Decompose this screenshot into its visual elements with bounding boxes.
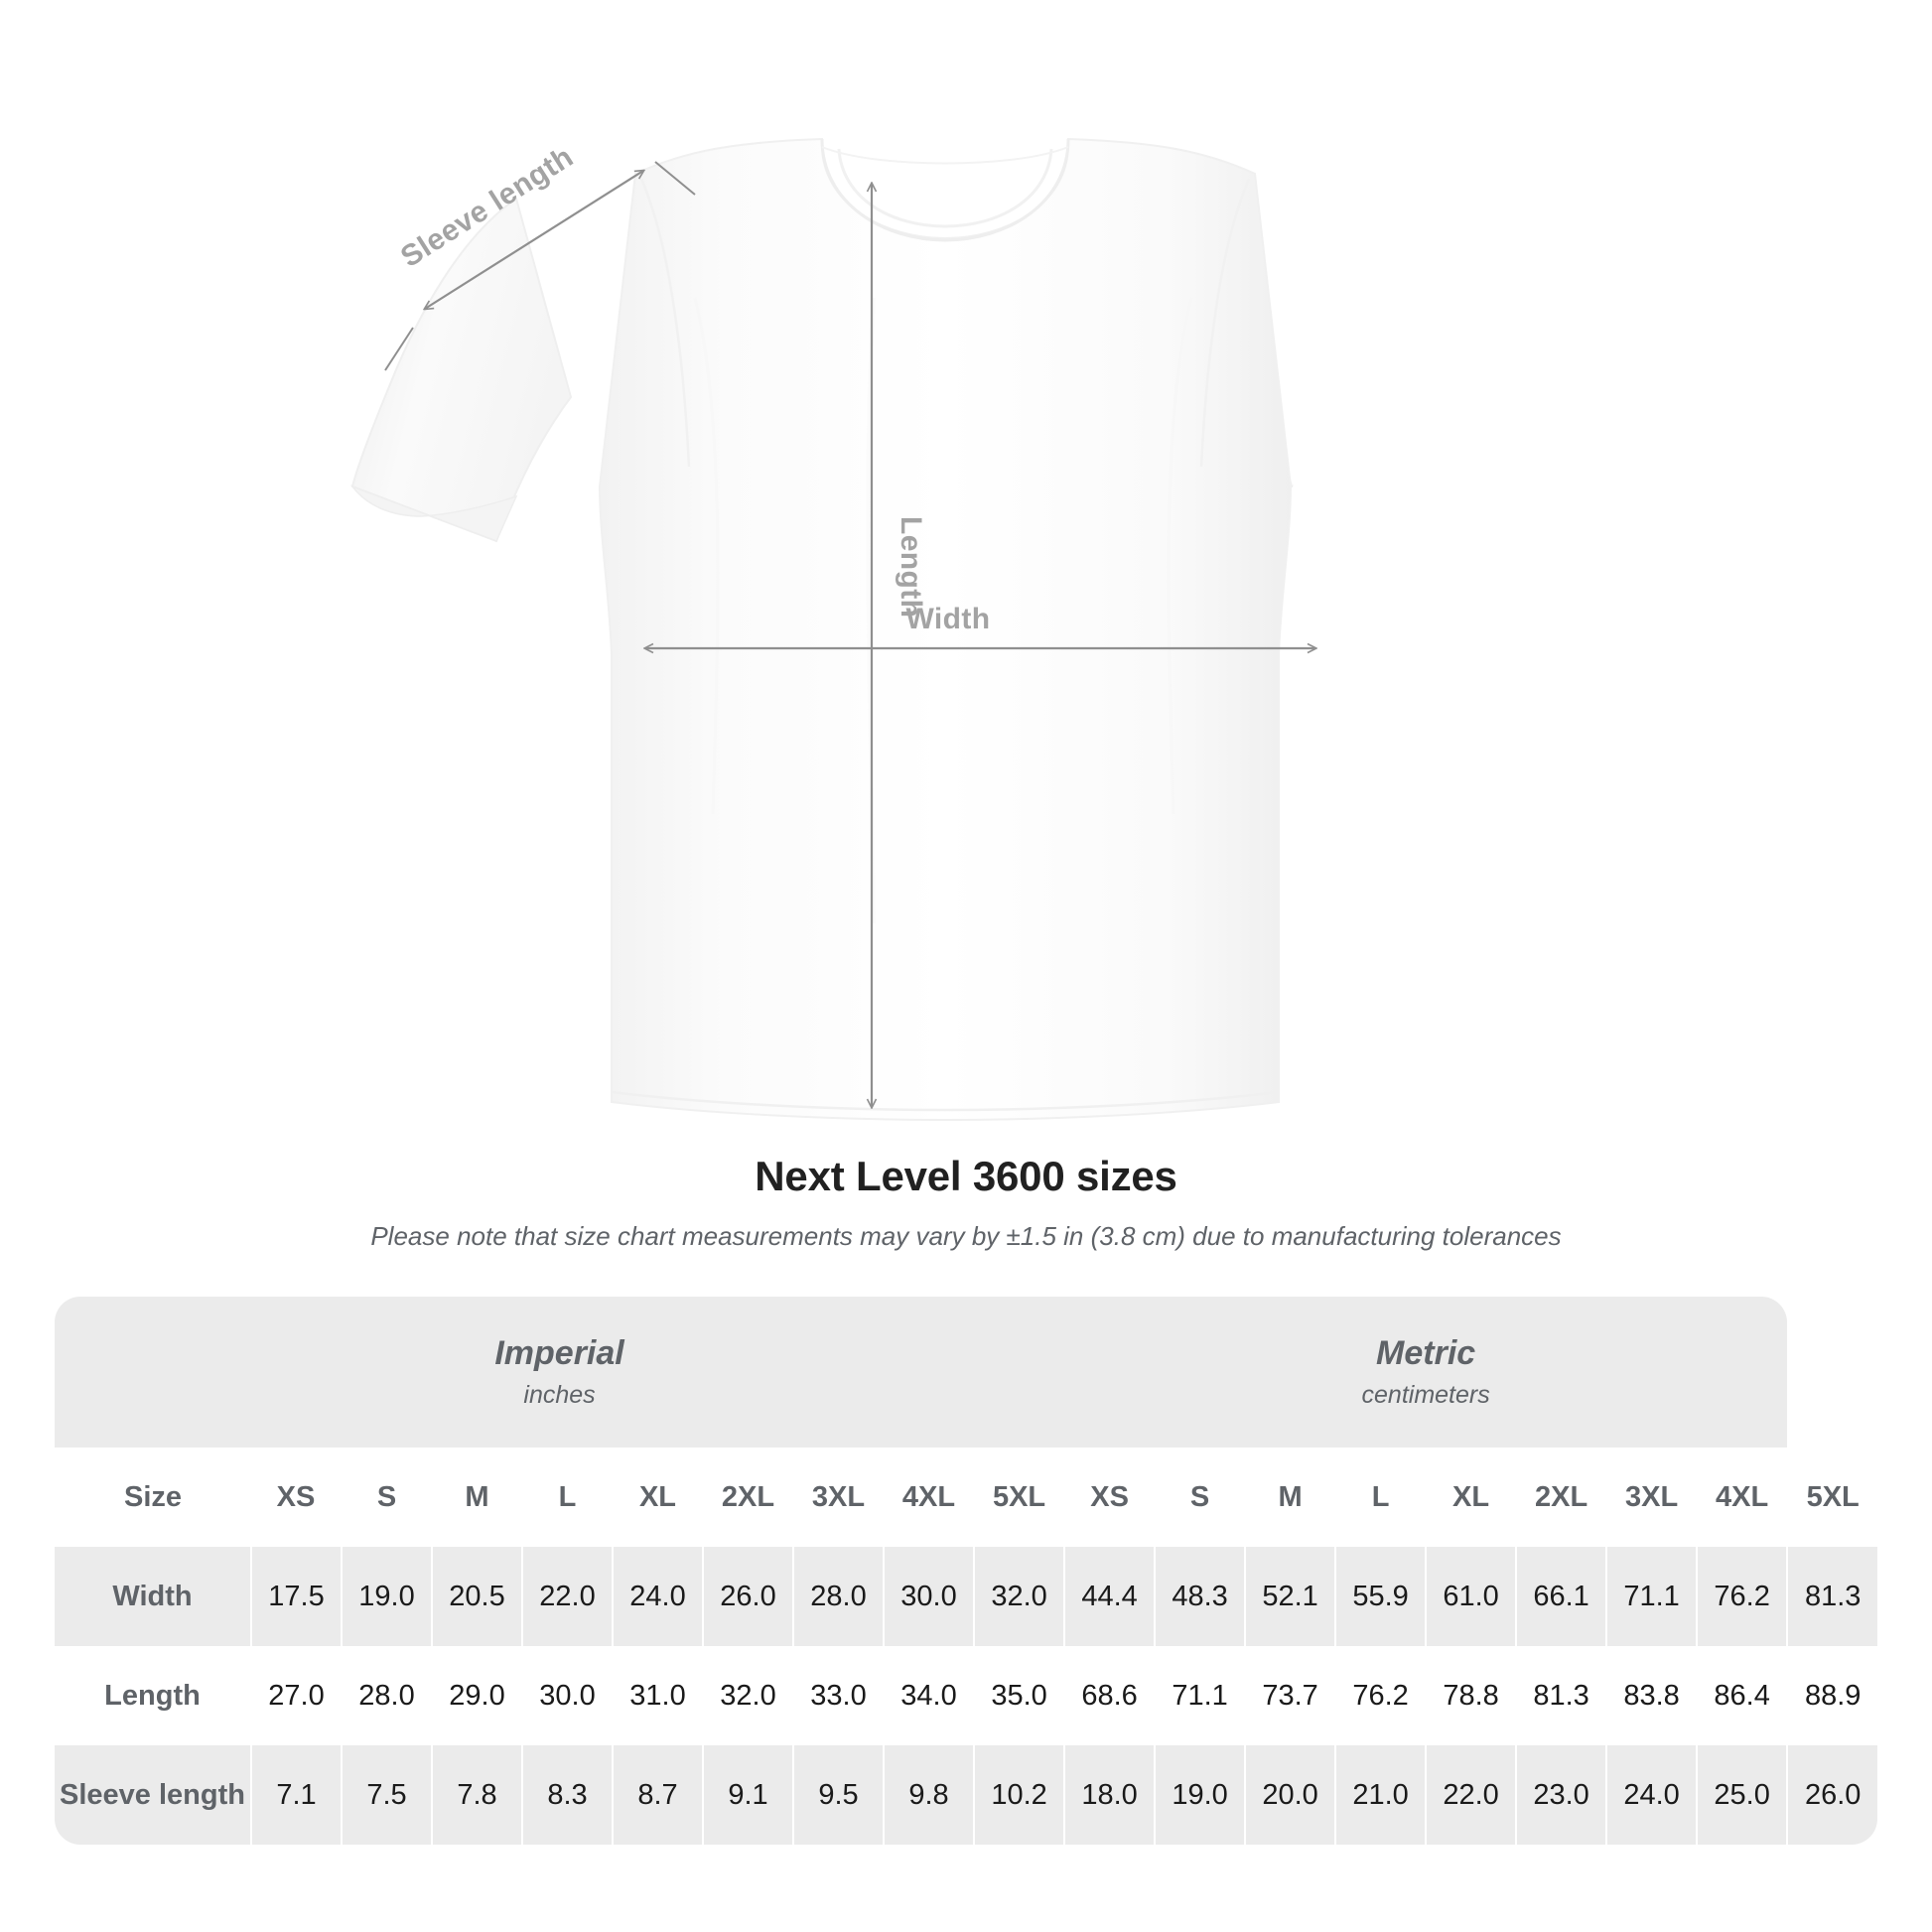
size-header-cell: L [522,1448,614,1547]
width-label: Width [905,603,990,635]
size-header-cell: XS [251,1448,343,1547]
measurement-cell: 8.7 [613,1745,704,1845]
table-row: Length 27.0 28.0 29.0 30.0 31.0 32.0 33.… [55,1646,1878,1745]
measurement-cell: 23.0 [1516,1745,1608,1845]
table-row: Sleeve length 7.1 7.5 7.8 8.3 8.7 9.1 9.… [55,1745,1878,1845]
unit-group-metric-unit: centimeters [1361,1381,1490,1410]
measurement-cell: 24.0 [613,1547,704,1646]
measurement-cell: 22.0 [522,1547,614,1646]
unit-group-imperial-name: Imperial [494,1334,624,1373]
unit-group-imperial-unit: inches [523,1381,596,1410]
size-header-cell: XS [1064,1448,1157,1547]
measurement-cell: 76.2 [1335,1646,1428,1745]
size-header-cell: S [342,1448,433,1547]
measurement-cell: 20.5 [432,1547,523,1646]
measurement-cell: 29.0 [432,1646,523,1745]
measurement-cell: 71.1 [1155,1646,1247,1745]
measurement-cell: 28.0 [793,1547,885,1646]
measurement-cell: 17.5 [251,1547,343,1646]
measurement-cell: 28.0 [342,1646,433,1745]
measurement-cell: 52.1 [1245,1547,1337,1646]
measurement-cell: 26.0 [703,1547,794,1646]
row-label: Width [55,1547,252,1646]
sleeve-length-dimension-arrow [384,161,696,371]
measurement-cell: 7.5 [342,1745,433,1845]
measurement-cell: 7.1 [251,1745,343,1845]
measurement-cell: 44.4 [1064,1547,1157,1646]
size-header-cell: 5XL [1787,1448,1878,1547]
measurement-cell: 86.4 [1697,1646,1789,1745]
measurement-cell: 30.0 [522,1646,614,1745]
unit-group-metric-name: Metric [1376,1334,1476,1373]
measurement-cell: 81.3 [1516,1646,1608,1745]
tolerance-note: Please note that size chart measurements… [370,1221,1562,1252]
measurement-cell: 61.0 [1426,1547,1518,1646]
measurement-cell: 83.8 [1606,1646,1699,1745]
size-column-header: Size [55,1448,251,1547]
measurement-cell: 19.0 [1155,1745,1247,1845]
size-header-cell: 3XL [1606,1448,1699,1547]
unit-group-header-row: Imperial inches Metric centimeters [55,1297,1877,1448]
measurement-cell: 26.0 [1787,1745,1878,1845]
measurement-cell: 21.0 [1335,1745,1428,1845]
size-header-cell: M [1245,1448,1337,1547]
measurement-cell: 9.5 [793,1745,885,1845]
measurement-cell: 32.0 [703,1646,794,1745]
tshirt-measurement-diagram: Length Width Sleeve length [349,137,1932,1122]
measurement-cell: 24.0 [1606,1745,1699,1845]
row-label: Length [55,1646,252,1745]
unit-group-metric: Metric centimeters [1064,1297,1788,1448]
measurement-cell: 33.0 [793,1646,885,1745]
size-header-cell: XL [1426,1448,1518,1547]
measurement-cell: 66.1 [1516,1547,1608,1646]
size-table: Imperial inches Metric centimeters Size … [55,1297,1878,1845]
size-header-row: Size XS S M L XL 2XL 3XL 4XL 5XL XS S M … [55,1448,1878,1547]
length-label: Length [895,516,927,618]
measurement-cell: 31.0 [613,1646,704,1745]
size-header-cell: 5XL [974,1448,1066,1547]
measurement-cell: 35.0 [974,1646,1066,1745]
size-header-cell: 2XL [703,1448,794,1547]
measurement-cell: 25.0 [1697,1745,1789,1845]
measurement-cell: 32.0 [974,1547,1066,1646]
size-header-cell: S [1155,1448,1247,1547]
measurement-cell: 73.7 [1245,1646,1337,1745]
measurement-cell: 71.1 [1606,1547,1699,1646]
measurement-cell: 22.0 [1426,1745,1518,1845]
measurement-cell: 30.0 [884,1547,975,1646]
size-header-cell: L [1335,1448,1428,1547]
measurement-cell: 18.0 [1064,1745,1157,1845]
measurement-cell: 10.2 [974,1745,1066,1845]
measurement-cell: 76.2 [1697,1547,1789,1646]
measurement-cell: 34.0 [884,1646,975,1745]
measurement-cell: 7.8 [432,1745,523,1845]
row-label: Sleeve length [55,1745,252,1845]
measurement-cell: 9.1 [703,1745,794,1845]
measurement-cell: 48.3 [1155,1547,1247,1646]
size-header-cell: 2XL [1516,1448,1608,1547]
measurement-cell: 88.9 [1787,1646,1878,1745]
page-title: Next Level 3600 sizes [755,1153,1177,1199]
size-header-cell: 3XL [793,1448,885,1547]
size-header-cell: M [432,1448,523,1547]
measurement-cell: 55.9 [1335,1547,1428,1646]
measurement-cell: 20.0 [1245,1745,1337,1845]
title-block: Next Level 3600 sizes Please note that s… [0,1153,1932,1253]
tshirt-body [598,137,1293,1122]
measurement-cell: 8.3 [522,1745,614,1845]
size-header-cell: 4XL [884,1448,975,1547]
measurement-cell: 81.3 [1787,1547,1878,1646]
measurement-cell: 19.0 [342,1547,433,1646]
size-table-container: Imperial inches Metric centimeters Size … [55,1297,1878,1845]
measurement-cell: 27.0 [251,1646,343,1745]
size-header-cell: 4XL [1697,1448,1789,1547]
measurement-cell: 9.8 [884,1745,975,1845]
measurement-cell: 68.6 [1064,1646,1157,1745]
measurement-cell: 78.8 [1426,1646,1518,1745]
unit-group-imperial: Imperial inches [55,1297,1065,1448]
size-header-cell: XL [613,1448,704,1547]
table-row: Width 17.5 19.0 20.5 22.0 24.0 26.0 28.0… [55,1547,1878,1646]
